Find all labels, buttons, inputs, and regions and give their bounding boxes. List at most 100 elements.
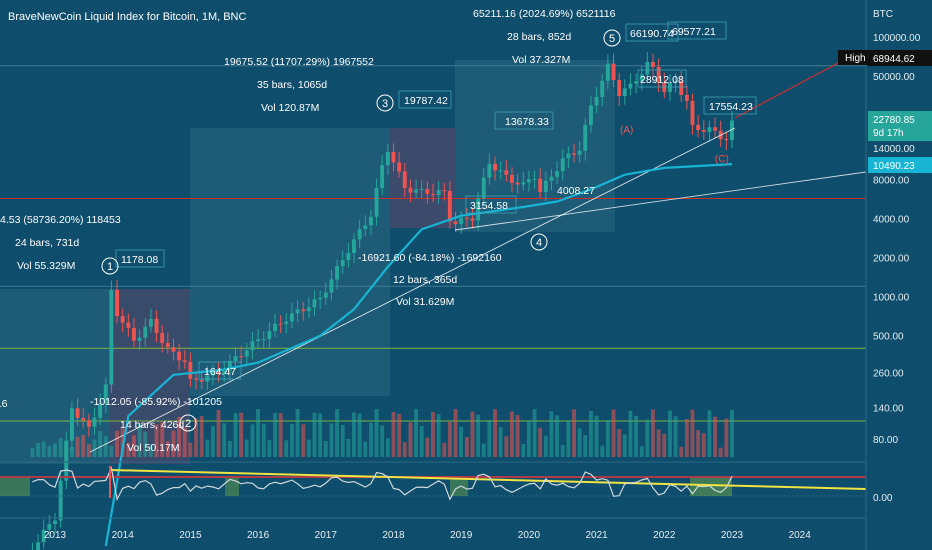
candle-body: [267, 331, 272, 339]
volume-bar: [668, 410, 672, 457]
callout-box-164: [198, 361, 242, 380]
ma-value-text: 10490.23: [873, 161, 915, 172]
measure-3-line3: Vol 120.87M: [261, 102, 319, 114]
volume-bar: [555, 415, 559, 457]
measure-2-line1: -1012.05 (-85.92%) -101205: [90, 396, 222, 408]
trend-line-long: [89, 127, 736, 453]
candle-body: [425, 189, 430, 194]
candle-body: [98, 403, 103, 418]
volume-bar: [589, 411, 593, 457]
candle-body: [391, 151, 396, 163]
volume-bar: [419, 426, 424, 457]
oscillator-panel: [0, 461, 867, 502]
candle-body: [318, 297, 323, 300]
volume-bar: [267, 440, 272, 457]
volume-bar: [730, 409, 734, 457]
volume-bar: [617, 428, 622, 457]
osc-trend-line: [109, 469, 867, 490]
volume-bar: [504, 436, 509, 457]
y-tick-label: 500.00: [873, 332, 904, 343]
candle-body: [701, 130, 706, 132]
oscillator-line: [32, 465, 733, 502]
osc-highlight-1: [0, 478, 30, 496]
measure-2-text: -1012.05 (-85.92%) -101205 14 bars, 426d…: [90, 396, 222, 454]
candle-body: [369, 216, 373, 226]
wave-4-circle: [530, 233, 548, 251]
candle-body: [295, 309, 300, 314]
volume-bar: [250, 424, 255, 457]
volume-bar: [244, 439, 249, 457]
wave-2-circle: [179, 414, 197, 432]
measure-1-text: 4.53 (58736.20%) 118453 24 bars, 731d Vo…: [0, 214, 121, 272]
candle-body: [177, 351, 181, 361]
volume-bar: [690, 409, 695, 457]
horizontal-levels: [0, 65, 866, 422]
trend-line-projection: [734, 60, 843, 119]
measure-1-line2: 24 bars, 731d: [15, 237, 79, 249]
chart-title: BraveNewCoin Liquid Index for Bitcoin, 1…: [8, 11, 246, 23]
measure-4-text: -16921.60 (-84.18%) -1692160 12 bars, 36…: [358, 252, 502, 308]
volume-bar: [498, 427, 503, 457]
candle-body: [301, 309, 306, 312]
volume-bar: [47, 446, 52, 457]
volume-bar: [639, 446, 644, 457]
y-tick-label: 1000.00: [873, 293, 910, 304]
high-tag-label[interactable]: High: [845, 53, 866, 64]
volume-bar: [126, 442, 131, 457]
left-edge-label: 916: [0, 398, 8, 410]
volume-bar: [414, 409, 418, 457]
candle-body: [182, 360, 187, 362]
volume-bar: [58, 438, 63, 457]
volume-bar: [385, 438, 390, 457]
volume-bar: [295, 409, 300, 457]
elliott-wave-labels: 1 2 3 4 5 (A) (C): [101, 29, 729, 432]
callout-19787: 19787.42: [404, 95, 448, 107]
volume-bar: [290, 423, 294, 457]
volume-bar: [577, 428, 582, 457]
volume-bar: [493, 409, 497, 457]
candle-body: [194, 378, 198, 380]
candle-body: [75, 408, 80, 418]
volume-bar: [543, 435, 548, 457]
volume-bar: [464, 437, 469, 457]
candle-body: [250, 341, 255, 351]
candle-body: [476, 198, 481, 221]
volume-bar: [583, 435, 588, 457]
candle-body: [526, 179, 531, 183]
volume-bar: [199, 416, 204, 457]
candle-body: [58, 480, 63, 521]
candle-body: [464, 217, 469, 219]
candle-body: [651, 62, 655, 67]
callout-box-28912: [637, 69, 687, 88]
candle-body: [81, 418, 86, 421]
candle-body: [628, 83, 633, 89]
volume-bar: [662, 433, 667, 457]
x-axis: 2013 2014 2015 2016 2017 2018 2019 2020 2021 2022…: [0, 517, 866, 541]
candle-body: [132, 327, 136, 341]
volume-bar: [521, 444, 526, 457]
candle-body: [160, 333, 165, 343]
candle-body: [645, 62, 650, 75]
volume-bar: [329, 423, 334, 457]
y-tick-label: 14000.00: [873, 144, 915, 155]
candle-body: [583, 124, 588, 151]
candle-body: [589, 105, 593, 125]
volume-bar: [397, 413, 402, 457]
volume-bar: [634, 416, 638, 457]
candle-body: [278, 323, 283, 325]
candle-body: [447, 190, 452, 222]
y-tick-label: 50000.00: [873, 72, 915, 83]
volume-bar: [696, 430, 701, 457]
measure-region-4: [390, 128, 455, 228]
candle-body: [453, 221, 458, 225]
y-tick-label: 4000.00: [873, 215, 910, 226]
high-tag-box[interactable]: [838, 50, 868, 65]
candle-body: [363, 225, 368, 230]
candle-body: [92, 417, 97, 427]
callout-28912: 28912.08: [640, 74, 684, 86]
measure-5-line2: 28 bars, 852d: [507, 31, 571, 43]
volume-bar: [154, 424, 159, 457]
candle-body: [673, 81, 678, 83]
candle-body: [397, 162, 402, 172]
